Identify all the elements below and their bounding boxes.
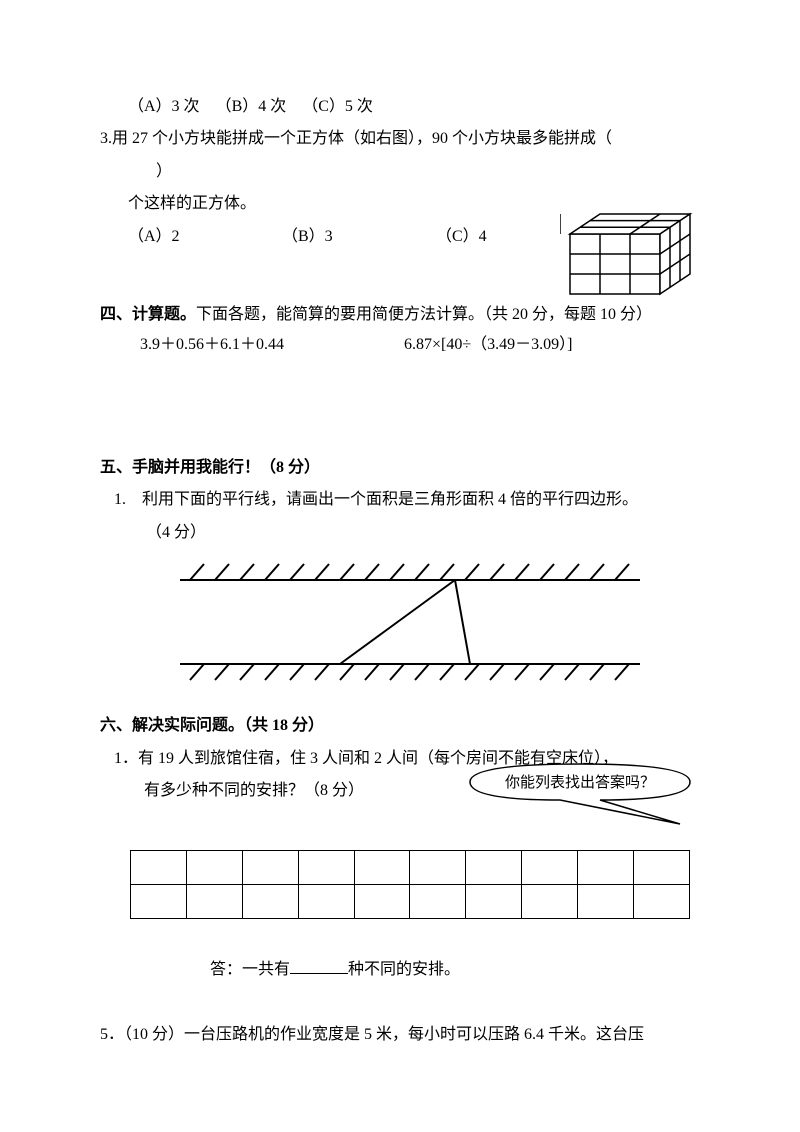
answer-line: 答：一共有 种不同的安排。 xyxy=(100,955,710,985)
q3-cont: ） xyxy=(100,157,710,187)
calc-2: 6.87×[40÷（3.49－3.09）] xyxy=(404,330,572,360)
sec4-title-bold: 四、计算题。 xyxy=(100,306,196,323)
speech-bubble: 你能列表找出答案吗？ xyxy=(450,758,710,843)
sec6-title: 六、解决实际问题。（共 18 分） xyxy=(100,711,710,741)
cube-figure xyxy=(560,204,700,315)
answer-table xyxy=(130,850,710,919)
q3-stem: 3.用 27 个小方块能拼成一个正方体（如右图），90 个小方块最多能拼成（ xyxy=(100,124,710,154)
sec5-pts: （4 分） xyxy=(100,518,710,548)
sec5-q1: 1. 利用下面的平行线，请画出一个面积是三角形面积 4 倍的平行四边形。 xyxy=(100,485,710,515)
q2-opt-c: （C）5 次 xyxy=(302,92,373,122)
ans-blank xyxy=(290,958,348,974)
sec5-title: 五、手脑并用我能行！（8 分） xyxy=(100,453,710,483)
ans-post: 种不同的安排。 xyxy=(348,961,460,978)
calc-1: 3.9＋0.56＋6.1＋0.44 xyxy=(140,330,284,360)
q3-opt-b: （B）3 xyxy=(282,222,432,252)
q3-opt-a: （A）2 xyxy=(128,222,278,252)
q3-opt-c: （C）4 xyxy=(436,222,516,252)
parallel-lines-figure xyxy=(160,552,710,693)
q2-opt-b: （B）4 次 xyxy=(216,92,287,122)
q2-options: （A）3 次 （B）4 次 （C）5 次 xyxy=(100,92,710,122)
bubble-text: 你能列表找出答案吗？ xyxy=(505,773,655,791)
ans-pre: 答：一共有 xyxy=(210,961,290,978)
sec4-calcs: 3.9＋0.56＋6.1＋0.44 6.87×[40÷（3.49－3.09）] xyxy=(100,330,710,360)
q2-opt-a: （A）3 次 xyxy=(128,92,200,122)
sec6-q5: 5．（10 分）一台压路机的作业宽度是 5 米，每小时可以压路 6.4 千米。这… xyxy=(100,1020,710,1050)
